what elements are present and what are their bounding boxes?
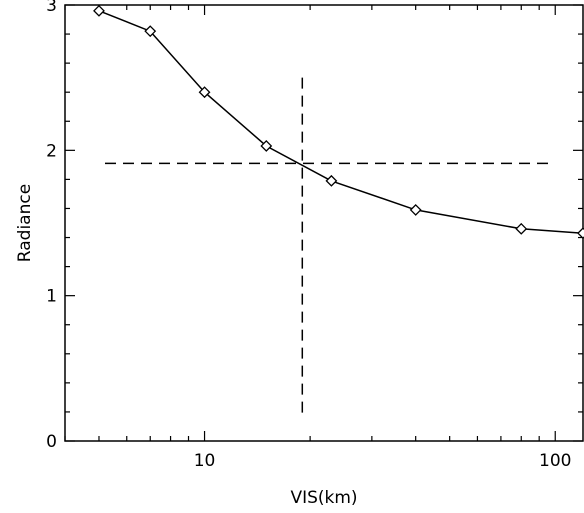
y-tick-label: 2 <box>46 141 57 161</box>
plot-frame-group <box>64 4 584 442</box>
series-line <box>98 10 584 234</box>
data-point-marker <box>409 204 422 216</box>
x-axis-label: VIS(km) <box>290 488 357 508</box>
y-tick-label: 1 <box>46 287 57 307</box>
tick-labels-group: 0 1 2 3 10 100 <box>46 0 571 471</box>
data-point-marker <box>198 86 211 99</box>
y-tick-label: 0 <box>46 432 57 452</box>
y-axis-label: Radiance <box>15 184 35 262</box>
x-tick-label: 100 <box>539 451 571 471</box>
data-point-marker <box>260 140 273 152</box>
data-point-marker <box>325 174 338 187</box>
data-point-marker <box>144 25 157 38</box>
plot-frame <box>64 4 584 442</box>
y-tick-label: 3 <box>46 0 57 16</box>
reference-lines-group <box>105 77 555 417</box>
data-point-marker <box>577 227 584 240</box>
series-group <box>93 4 584 240</box>
x-tick-label: 10 <box>194 451 216 471</box>
axis-ticks-group <box>64 4 583 442</box>
data-point-marker <box>515 222 528 235</box>
data-point-marker <box>93 4 105 17</box>
